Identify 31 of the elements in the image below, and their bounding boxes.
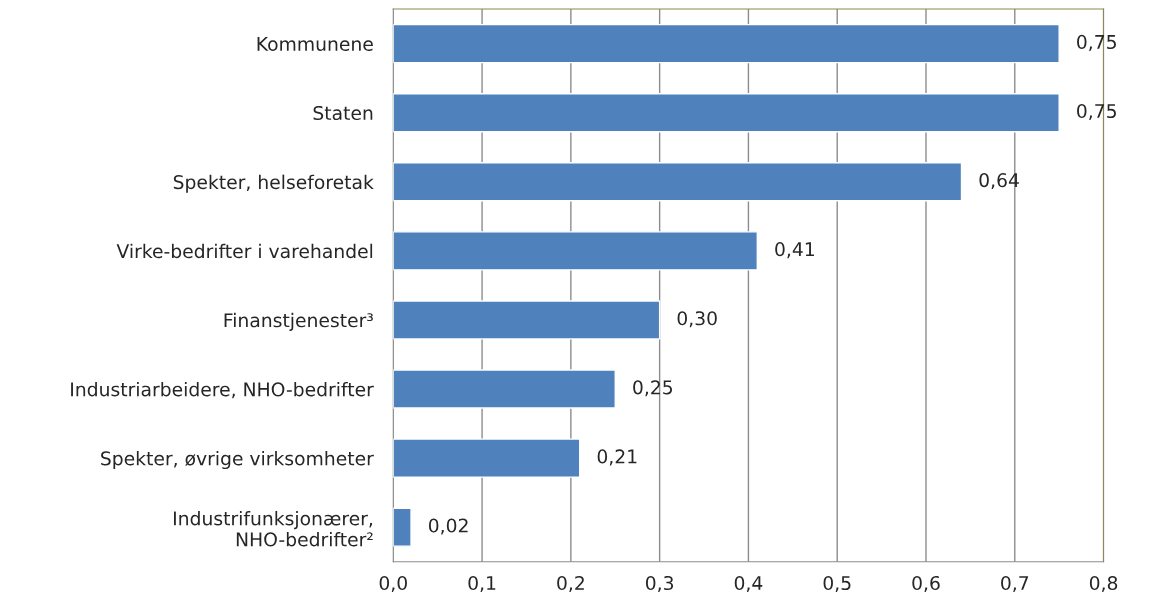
bar	[393, 162, 963, 202]
y-tick-label: Staten	[313, 105, 373, 121]
data-label: 0,41	[775, 242, 814, 259]
bar	[393, 369, 616, 409]
data-label: 0,64	[979, 173, 1019, 190]
x-tick-label: 0,3	[645, 575, 674, 593]
y-tick-label: Industrifunksjonærer, NHO-bedrifter²	[173, 510, 373, 547]
data-label: 0,21	[597, 449, 637, 466]
y-tick-label: Industriarbeidere, NHO-bedrifter	[71, 381, 374, 399]
bar	[393, 507, 412, 547]
y-tick-label: Virke-bedrifter i varehandel	[116, 243, 373, 259]
data-label: 0,02	[428, 518, 468, 535]
x-tick-label: 0,0	[379, 575, 407, 593]
x-tick-label: 0,8	[1089, 575, 1118, 593]
data-label: 0,30	[677, 311, 717, 328]
x-tick-label: 0,4	[734, 575, 763, 593]
y-tick-label: Spekter, helseforetak	[173, 174, 374, 193]
x-tick-label: 0,2	[557, 575, 584, 593]
bar	[393, 438, 581, 478]
bar	[393, 231, 758, 271]
x-tick-label: 0,6	[912, 575, 940, 593]
y-tick-label: Finanstjenester³	[224, 312, 373, 331]
bar	[393, 300, 661, 340]
bar	[393, 23, 1060, 64]
data-label: 0,25	[633, 380, 673, 397]
x-tick-label: 0,7	[1001, 575, 1029, 593]
y-tick-label: Kommunene	[257, 37, 373, 51]
bar	[393, 92, 1060, 133]
x-tick-label: 0,5	[823, 575, 851, 593]
x-tick-label: 0,1	[468, 575, 496, 593]
y-tick-label: Spekter, øvrige virksomheter	[101, 450, 374, 470]
